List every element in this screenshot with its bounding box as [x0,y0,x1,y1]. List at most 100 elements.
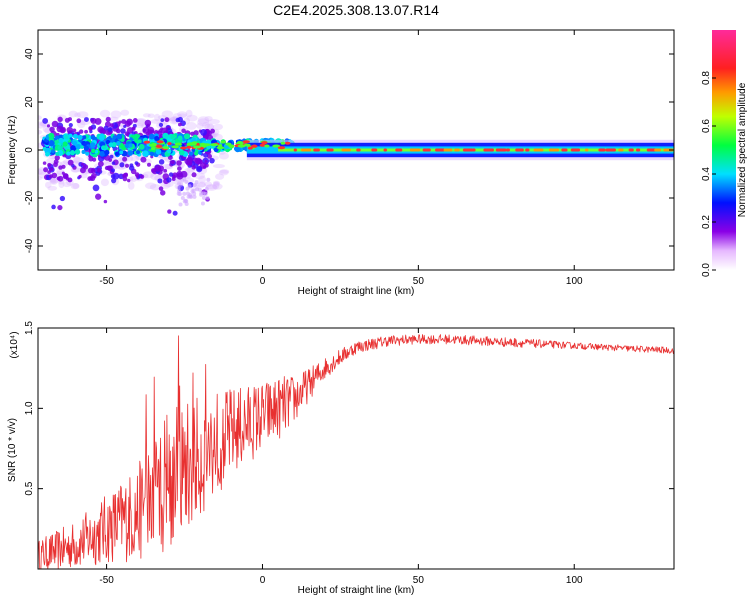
spectrogram-cell [74,112,81,118]
spectrogram-cell [170,134,176,140]
spectrogram-cell [108,158,113,162]
spectrogram-cell [92,157,97,162]
spectrogram-cell [570,148,581,152]
spectrogram-cell [72,140,78,146]
spectrogram-cell [628,148,634,152]
spectrogram-cell [94,149,99,154]
spectrogram-cell [82,135,87,140]
spectrogram-cell [57,116,63,122]
spectrogram-cell [127,182,135,190]
spectrogram-cell [118,120,122,124]
spectrogram-cell [124,163,130,168]
spectrogram-cell [43,167,49,173]
spectrogram-cell [548,148,560,152]
spectrogram-cell [111,178,117,184]
spectrogram-cell [94,117,102,125]
snr-y-tick-label: 0.5 [24,481,35,495]
spectrogram-cell [213,123,224,131]
spectrogram-cell [202,165,207,169]
spectrogram-cell [663,148,674,152]
spectrogram-cell [81,162,85,166]
spectrogram-y-tick-label: 40 [24,48,35,60]
spectrogram-cell [68,110,78,118]
spectrogram-cell [51,149,55,154]
spectrogram-cell [46,124,51,128]
spectrogram-cell [186,159,193,166]
spectrogram-cell [182,191,187,196]
spectrogram-cell [209,157,215,164]
spectrogram-cell [150,129,155,134]
spectrogram-cell [160,118,165,123]
spectrogram-cell [218,152,229,160]
spectrogram-cell [89,142,96,148]
spectrogram-cell [192,183,197,188]
spectrogram-cell [105,116,111,122]
spectrogram-cell [172,210,178,216]
spectrogram-cell [122,156,128,162]
snr-y-scale-label: (x10⁴) [9,331,20,358]
spectrogram-cell [149,151,155,157]
spectrogram-cell [88,126,93,131]
spectrogram-cell [183,133,191,140]
spectrogram-cell [91,148,96,154]
spectrogram-cell [124,143,130,149]
spectrogram-cell [356,148,361,152]
figure-title: C2E4.2025.308.13.07.R14 [273,2,439,18]
spectrogram-cell [51,120,59,128]
spectrogram-cell [177,166,182,171]
spectrogram-cell [160,190,166,196]
spectrogram-cell [77,134,83,140]
spectrogram-cell [49,178,57,183]
spectrogram-cell [42,161,47,165]
spectrogram-cell [186,122,197,130]
spectrogram-cell [198,181,206,188]
spectrogram-cell [154,113,161,122]
spectrogram-cell [213,181,220,187]
spectrogram-cell [149,183,161,191]
spectrogram-cell [54,155,60,161]
spectrogram-cell [148,143,157,147]
colorbar-tick-label: 0.4 [701,167,712,181]
spectrogram-cell [78,129,84,134]
spectrogram-cell [646,148,657,152]
spectrogram-cell [83,117,89,123]
spectrogram-cell [68,123,73,128]
spectrogram-cell [193,145,201,149]
colorbar-tick-label: 0.2 [701,215,712,229]
spectrogram-cell [177,122,182,127]
spectrogram-cell [326,148,334,152]
spectrogram-cell [202,121,211,129]
spectrogram-cell [185,109,193,118]
spectrogram-cell [73,156,81,164]
spectrogram-cell [191,165,196,170]
snr-panel: -50 0 50 100 0.5 1.0 1.5 Height of straight l… [7,321,675,596]
spectrogram-cell [205,195,210,200]
spectrogram-cell [135,118,147,124]
spectrogram-cell [186,145,192,149]
spectrogram-cell [202,143,211,147]
spectrogram-cell [38,176,43,181]
spectrogram-cell [84,129,88,134]
spectrogram-cell [185,186,190,191]
spectrogram-cell [301,148,312,152]
spectrogram-cell [195,182,206,188]
spectrogram-cell [143,140,151,144]
spectrogram-cell [163,168,168,173]
spectrogram-cell [89,176,93,181]
spectrogram-cell [264,144,270,148]
spectrogram-cell [120,128,126,134]
snr-series-line [38,334,674,569]
spectrogram-y-tick-label: 0 [24,147,35,153]
spectrogram-cell [66,126,73,134]
snr-x-tick-label: 0 [260,575,266,586]
spectrogram-cell [218,169,229,176]
spectrogram-cell [618,148,624,152]
spectrogram-cell [138,143,145,150]
spectrogram-y-tick-label: -20 [24,190,35,205]
spectrogram-cell [122,172,128,178]
spectrogram-cell [272,144,281,148]
spectrogram-cell [38,129,43,135]
spectrogram-cell [96,167,102,173]
spectrogram-cell [126,155,134,162]
colorbar-label: Normalized spectral amplitude [737,82,748,217]
